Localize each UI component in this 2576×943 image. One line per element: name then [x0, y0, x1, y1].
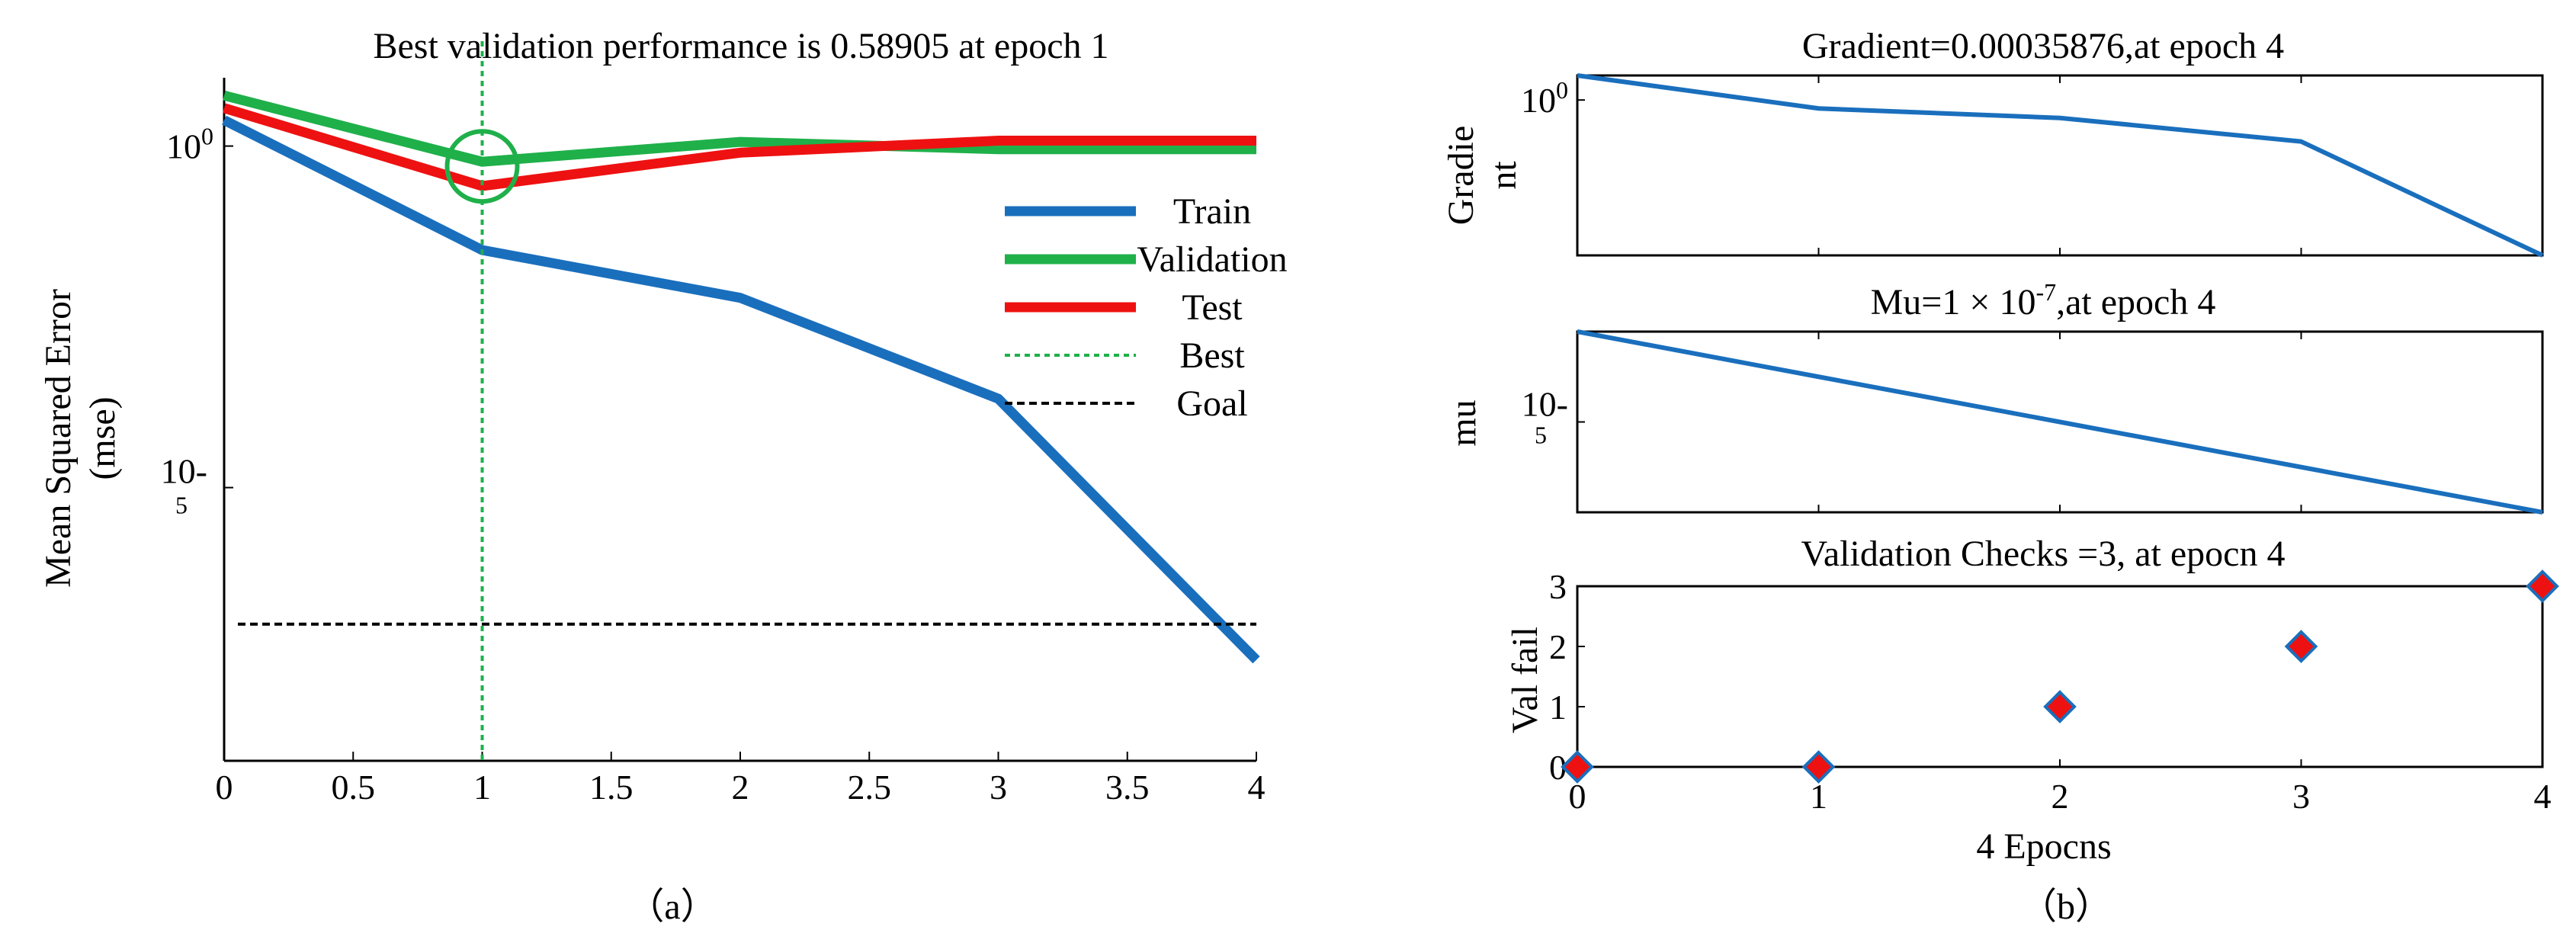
panel-a-label: （a） — [627, 887, 717, 927]
val-checks-x-tick-label: 1 — [1810, 777, 1827, 816]
panel-a-x-tick-label: 2 — [732, 768, 749, 807]
val-checks-x-tick-label: 4 — [2534, 777, 2552, 816]
gradient-ylabel-line1: Gradie — [1441, 126, 1481, 226]
panel-a-ylabel-line1: Mean Squared Error — [38, 289, 79, 588]
val-checks-x-tick-label: 3 — [2292, 777, 2310, 816]
panel-b: Gradient=0.00035876,at epoch 4 100 Gradi… — [1441, 26, 2559, 927]
panel-a-ylabel-line2: (mse) — [82, 396, 123, 480]
val-fail-point — [2526, 569, 2559, 603]
val-checks-plot: 0 1 2 3 4 0 1 2 3 — [1549, 567, 2559, 816]
val-checks-y-tick-label: 1 — [1549, 688, 1567, 726]
mu-plot: 10-5 — [1522, 329, 2544, 515]
legend-label-train: Train — [1173, 191, 1251, 232]
val-checks-x-tick-label: 2 — [2051, 777, 2069, 816]
panel-a-plot: 0 0.5 1 1.5 2 2.5 3 3.5 4 100 10-5 — [161, 41, 1266, 807]
legend-label-goal: Goal — [1176, 383, 1247, 424]
gradient-y-tick-label: 100 — [1521, 76, 1568, 120]
gradient-ylabel-line2: nt — [1484, 161, 1524, 190]
panel-a-y-tick-label: 100 — [166, 123, 213, 166]
panel-a-x-tick-label: 1.5 — [589, 768, 634, 807]
val-checks-axes-box — [1576, 585, 2544, 768]
mu-y-tick-label: 10- — [1522, 385, 1568, 424]
panel-a-x-tick-label: 3.5 — [1105, 768, 1150, 807]
val-fail-point — [1561, 750, 1594, 784]
gradient-plot: 100 — [1521, 73, 2544, 258]
series-line-train — [222, 115, 1260, 664]
val-checks-title: Validation Checks =3, at epocn 4 — [1801, 534, 2286, 574]
best-validation-circle — [444, 129, 520, 204]
legend-label-test: Test — [1182, 287, 1243, 328]
legend-label-best: Best — [1179, 335, 1245, 376]
panel-a-x-tick-label: 2.5 — [848, 768, 892, 807]
panel-a-y-tick-label: 10- — [161, 452, 207, 491]
panel-a-y-tick-label-exp: 5 — [175, 492, 188, 519]
val-checks-xlabel: 4 Epocns — [1976, 826, 2111, 867]
panel-a-legend: Train Validation Test Best Goal — [1005, 191, 1288, 424]
legend-label-validation: Validation — [1137, 239, 1287, 280]
val-fail-point — [1801, 750, 1836, 784]
val-checks-y-tick-label: 3 — [1549, 567, 1567, 606]
panel-a-x-tick-label: 4 — [1248, 768, 1266, 807]
mu-title-base: Mu=1 × 10 — [1871, 282, 2036, 322]
gradient-title: Gradient=0.00035876,at epoch 4 — [1802, 26, 2284, 66]
panel-a: Best validation performance is 0.58905 a… — [38, 26, 1288, 927]
gradient-line — [1577, 73, 2544, 258]
val-checks-y-tick-label: 2 — [1549, 627, 1567, 666]
mu-y-tick-label-exp: 5 — [1535, 422, 1547, 449]
mu-line — [1577, 329, 2543, 515]
val-checks-y-tick-label: 0 — [1549, 748, 1567, 787]
val-checks-ylabel: Val fail — [1505, 627, 1545, 733]
panel-a-x-tick-label: 1 — [473, 768, 491, 807]
panel-b-label: （b） — [2020, 887, 2112, 927]
val-fail-point — [2284, 630, 2318, 663]
panel-a-x-tick-label: 3 — [990, 768, 1007, 807]
panel-a-title: Best validation performance is 0.58905 a… — [373, 26, 1108, 66]
mu-title-suffix: ,at epoch 4 — [2056, 282, 2215, 322]
panel-a-x-tick-label: 0.5 — [332, 768, 376, 807]
mu-ylabel: mu — [1443, 399, 1484, 446]
mu-title: Mu=1 × 10-7,at epoch 4 — [1871, 278, 2216, 322]
val-fail-point — [2043, 690, 2077, 723]
series-line-validation — [223, 90, 1256, 167]
panel-a-axes-area — [224, 78, 1256, 761]
gradient-axes-box — [1576, 74, 2544, 257]
panel-a-x-tick-label: 0 — [216, 768, 233, 807]
mu-title-exp: -7 — [2035, 278, 2056, 306]
series-line-test — [223, 103, 1256, 191]
val-checks-x-tick-label: 0 — [1569, 777, 1586, 816]
